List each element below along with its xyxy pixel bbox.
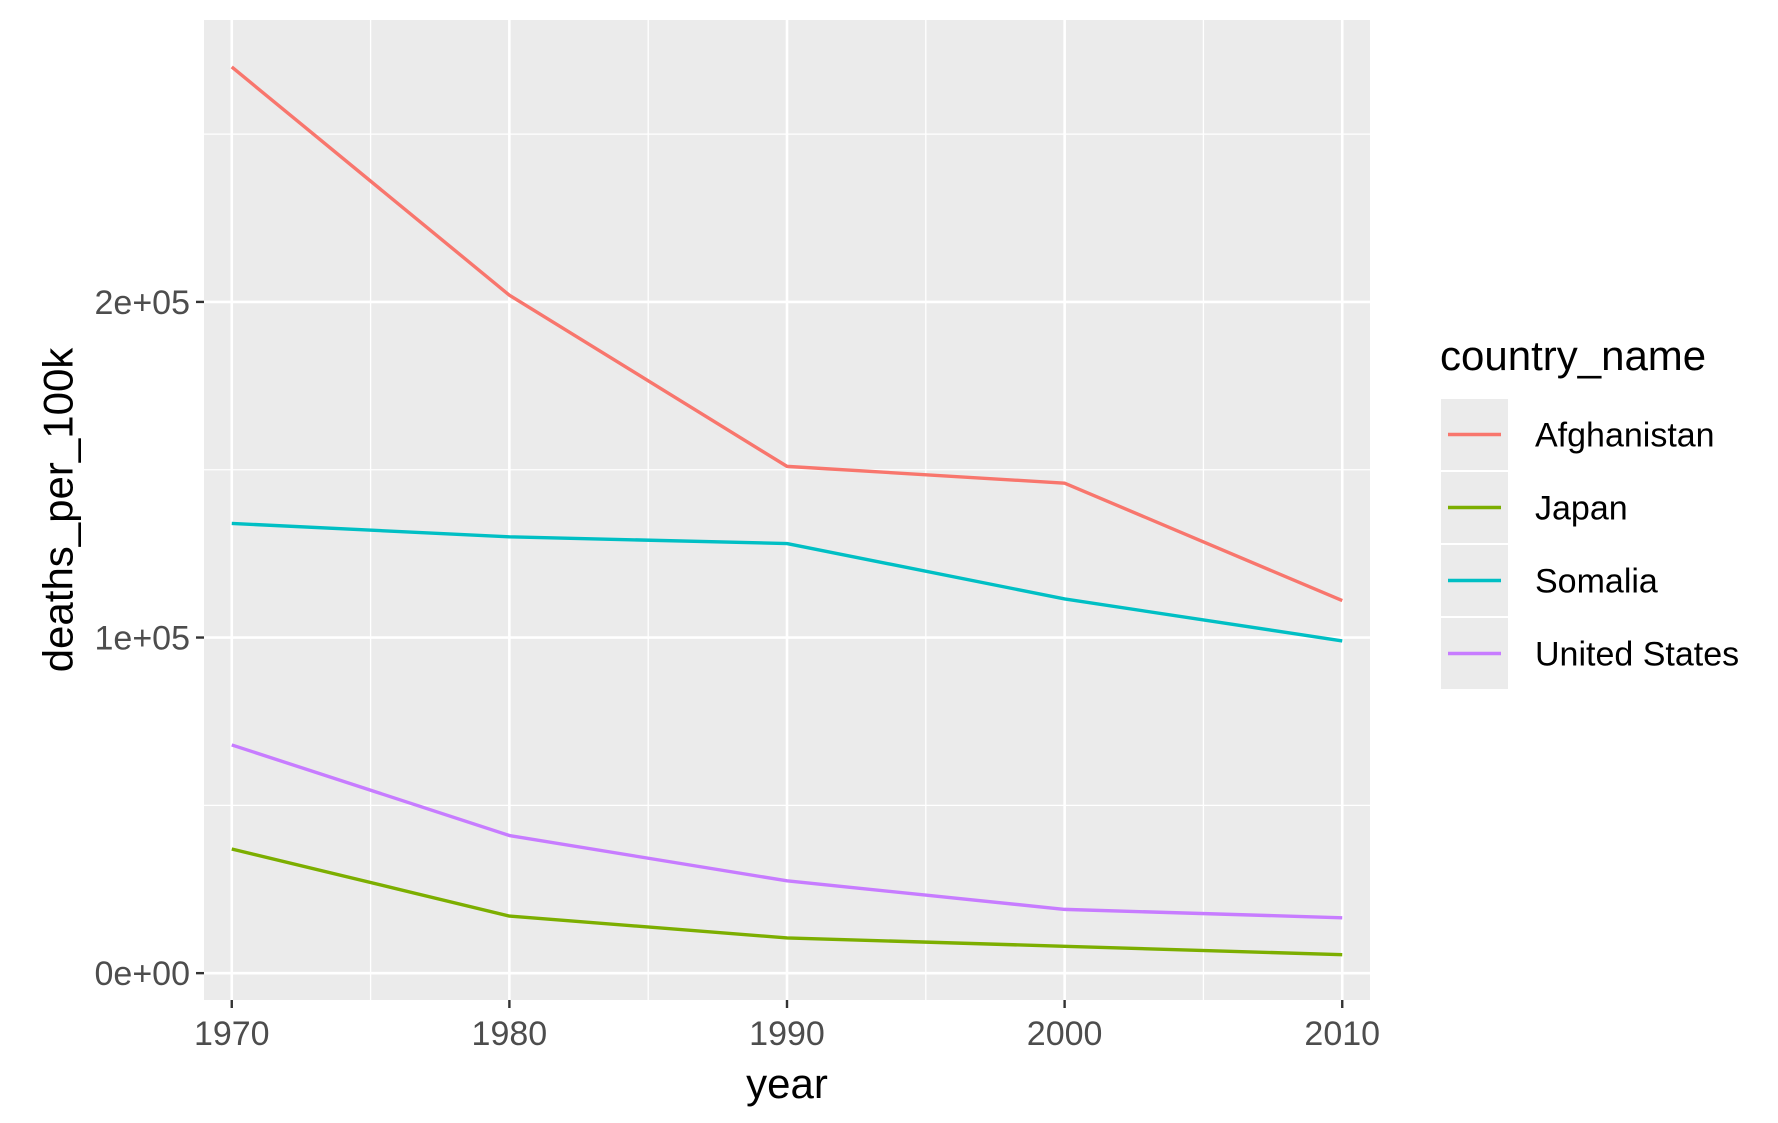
legend: country_name Afghanistan Japan Somalia Unit… <box>1439 332 1739 691</box>
x-tick-label: 1970 <box>194 1015 270 1053</box>
series-line-somalia <box>231 521 1343 643</box>
x-tick-label: 2010 <box>1304 1015 1380 1053</box>
series-line-japan <box>231 847 1343 957</box>
legend-label-somalia: Somalia <box>1535 563 1658 601</box>
legend-label-afghanistan: Afghanistan <box>1535 417 1715 455</box>
series-lines <box>230 65 1343 957</box>
y-tick-label: 0e+00 <box>95 955 191 993</box>
series-line-afghanistan <box>230 65 1343 603</box>
series-line-united-states <box>231 743 1343 920</box>
x-tick-label: 2000 <box>1027 1015 1103 1053</box>
legend-items: Afghanistan Japan Somalia United States <box>1439 397 1739 691</box>
axis-tick-labels: 1970 1980 1990 2000 2010 0e+00 1e+05 2e+05 <box>95 284 1381 1053</box>
y-tick-label: 1e+05 <box>95 620 191 658</box>
y-tick-label: 2e+05 <box>95 284 191 322</box>
x-axis-title: year <box>746 1060 828 1107</box>
legend-label-united-states: United States <box>1535 636 1739 674</box>
axis-ticks <box>196 300 1344 1008</box>
legend-label-japan: Japan <box>1535 490 1628 528</box>
x-tick-label: 1980 <box>472 1015 548 1053</box>
y-axis-title: deaths_per_100k <box>35 347 82 673</box>
legend-title: country_name <box>1440 332 1706 379</box>
x-tick-label: 1990 <box>749 1015 825 1053</box>
